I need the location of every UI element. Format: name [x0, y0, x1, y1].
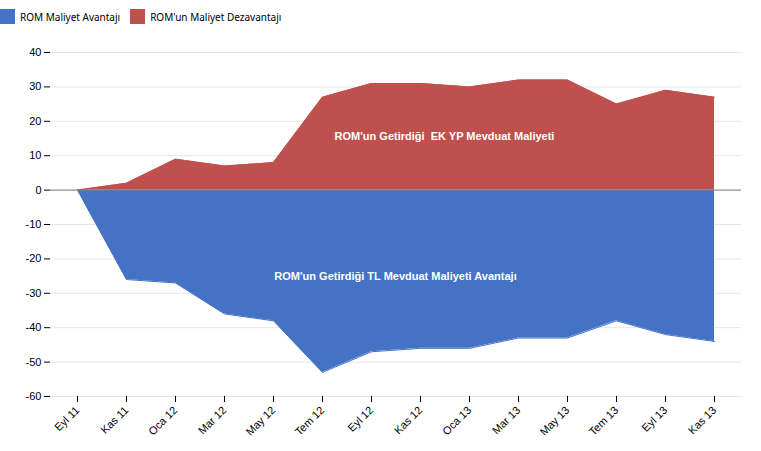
svg-text:Oca 12: Oca 12 [146, 404, 180, 438]
svg-text:Oca 13: Oca 13 [440, 404, 474, 438]
svg-text:10: 10 [29, 149, 41, 161]
svg-text:-40: -40 [26, 321, 42, 333]
svg-text:-30: -30 [26, 287, 42, 299]
svg-text:-50: -50 [26, 356, 42, 368]
svg-text:-20: -20 [26, 252, 42, 264]
svg-text:-10: -10 [26, 218, 42, 230]
svg-text:Eyl 13: Eyl 13 [639, 404, 669, 434]
svg-text:Tem 12: Tem 12 [292, 404, 326, 438]
svg-text:40: 40 [29, 46, 41, 58]
svg-text:30: 30 [29, 80, 41, 92]
svg-text:ROM'un Getirdiği TL Mevduat Ma: ROM'un Getirdiği TL Mevduat Maliyeti Ava… [274, 270, 516, 282]
html-text:ROM Maliyet Avantajı: ROM Maliyet Avantajı [20, 9, 121, 24]
svg-text:Tem 13: Tem 13 [586, 404, 620, 438]
svg-text:-60: -60 [26, 390, 42, 402]
svg-text:Mar 13: Mar 13 [490, 404, 523, 437]
svg-text:20: 20 [29, 115, 41, 127]
svg-text:May 13: May 13 [537, 404, 571, 438]
svg-text:May 12: May 12 [243, 404, 277, 438]
svg-text:0: 0 [35, 184, 41, 196]
svg-text:Kas 12: Kas 12 [392, 404, 425, 437]
svg-text:Kas 13: Kas 13 [686, 404, 719, 437]
svg-text:Kas 11: Kas 11 [98, 404, 130, 436]
svg-text:Eyl 12: Eyl 12 [345, 404, 375, 434]
svg-text:ROM'un Getirdiği EK YP Mevdua: ROM'un Getirdiği EK YP Mevduat Maliyeti [335, 130, 555, 142]
svg-text:Eyl 11: Eyl 11 [52, 404, 82, 434]
svg-text:Mar 12: Mar 12 [196, 404, 229, 437]
html-text:ROM'un Maliyet Dezavantajı: ROM'un Maliyet Dezavantajı [150, 9, 282, 24]
